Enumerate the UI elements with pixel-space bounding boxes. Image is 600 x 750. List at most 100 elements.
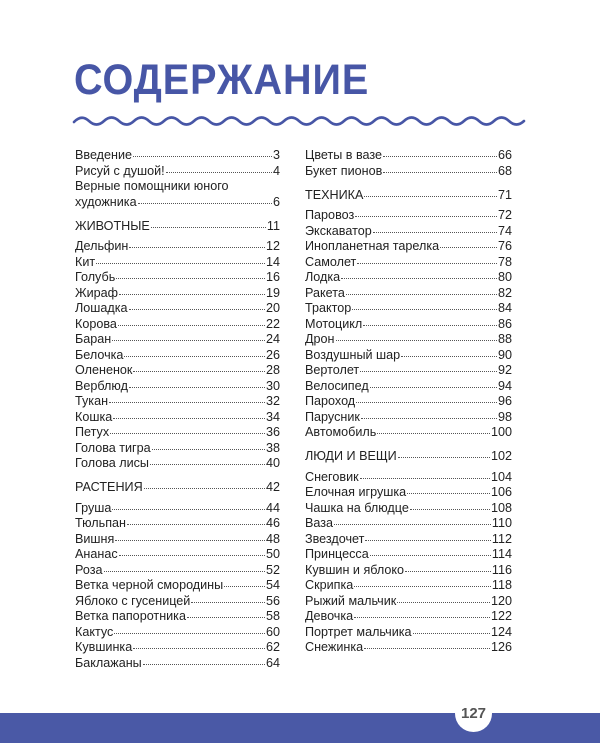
toc-entry-page: 12 — [265, 239, 280, 253]
toc-entry[interactable]: Дрон 88 — [305, 332, 512, 348]
toc-entry[interactable]: Автомобиль 100 — [305, 425, 512, 441]
toc-entry-page: 4 — [272, 163, 280, 178]
toc-entry[interactable]: Пароход 96 — [305, 394, 512, 410]
dot-leader — [114, 632, 265, 634]
toc-entry-title: Кошка — [75, 409, 113, 424]
dot-leader — [377, 433, 490, 434]
dot-leader — [165, 171, 272, 173]
toc-entry-page: 88 — [497, 332, 512, 346]
toc-entry-page: 52 — [265, 562, 280, 577]
toc-entry[interactable]: Кит 14 — [75, 255, 280, 271]
toc-entry[interactable]: Принцесса 114 — [305, 547, 512, 563]
toc-entry[interactable]: Кактус 60 — [75, 625, 280, 641]
toc-entry[interactable]: Цветы в вазе 66 — [305, 148, 512, 164]
toc-entry[interactable]: Ветка папоротника 58 — [75, 609, 280, 625]
toc-entry[interactable]: Ракета 82 — [305, 286, 512, 302]
toc-entry[interactable]: Дельфин 12 — [75, 239, 280, 255]
toc-entry[interactable]: Снеговик 104 — [305, 470, 512, 486]
toc-entry-page: 104 — [490, 469, 512, 484]
toc-entry[interactable]: Кошка 34 — [75, 410, 280, 426]
toc-entry-title: Инопланетная тарелка — [305, 239, 440, 253]
toc-entry-title: РАСТЕНИЯ — [75, 480, 143, 494]
dot-leader — [143, 488, 265, 489]
toc-entry[interactable]: Корова 22 — [75, 317, 280, 333]
toc-entry-title: Парусник — [305, 409, 360, 424]
toc-entry-page: 28 — [265, 363, 280, 377]
toc-entry[interactable]: Мотоцикл 86 — [305, 317, 512, 333]
toc-entry[interactable]: Велосипед 94 — [305, 379, 512, 395]
toc-entry[interactable]: Звездочет 112 — [305, 532, 512, 548]
toc-entry[interactable]: Ваза 110 — [305, 516, 512, 532]
toc-entry[interactable]: Введение 3 — [75, 148, 280, 164]
toc-entry[interactable]: Букет пионов 68 — [305, 164, 512, 180]
toc-entry-page: 24 — [265, 332, 280, 346]
toc-entry-title-line: Верные помощники юного — [75, 179, 229, 193]
toc-entry-page: 116 — [491, 562, 512, 577]
toc-entry-title: Чашка на блюдце — [305, 500, 409, 515]
toc-entry-title: Вишня — [75, 531, 115, 546]
toc-entry[interactable]: Груша 44 — [75, 501, 280, 517]
toc-entry[interactable]: Паровоз 72 — [305, 208, 512, 224]
toc-entry-title: Девочка — [305, 609, 354, 623]
toc-entry[interactable]: Жираф 19 — [75, 286, 280, 302]
toc-entry-title: Тюльпан — [75, 516, 126, 530]
toc-entry[interactable]: Голубь 16 — [75, 270, 280, 286]
toc-entry[interactable]: Рыжий мальчик 120 — [305, 594, 512, 610]
page-number: 127 — [455, 695, 492, 732]
toc-entry[interactable]: Воздушный шар 90 — [305, 348, 512, 364]
dot-leader — [364, 195, 497, 197]
toc-entry[interactable]: Тукан 32 — [75, 394, 280, 410]
toc-entry[interactable]: Девочка 122 — [305, 609, 512, 625]
toc-entry[interactable]: Кувшинка 62 — [75, 640, 280, 656]
dot-leader — [335, 340, 497, 341]
toc-entry[interactable]: Чашка на блюдце 108 — [305, 501, 512, 517]
toc-section-entry[interactable]: РАСТЕНИЯ 42 — [75, 480, 280, 496]
toc-entry[interactable]: Ветка черной смородины 54 — [75, 578, 280, 594]
toc-entry[interactable]: Лодка 80 — [305, 270, 512, 286]
toc-entry[interactable]: Роза 52 — [75, 563, 280, 579]
toc-entry[interactable]: Ананас 50 — [75, 547, 280, 563]
toc-entry[interactable]: Олененок 28 — [75, 363, 280, 379]
toc-entry-title: Тукан — [75, 394, 109, 408]
toc-entry[interactable]: Экскаватор 74 — [305, 224, 512, 240]
toc-entry-title: Дельфин — [75, 239, 129, 253]
page-title: СОДЕРЖАНИЕ — [74, 56, 370, 104]
toc-entry[interactable]: Самолет 78 — [305, 255, 512, 271]
toc-entry[interactable]: Парусник 98 — [305, 410, 512, 426]
toc-entry[interactable]: Скрипка 118 — [305, 578, 512, 594]
toc-entry[interactable]: Белочка 26 — [75, 348, 280, 364]
toc-entry[interactable]: Кувшин и яблоко 116 — [305, 563, 512, 579]
toc-entry[interactable]: Верные помощники юного художника 6 — [75, 179, 280, 210]
toc-entry[interactable]: Баран 24 — [75, 332, 280, 348]
toc-entry[interactable]: Тюльпан 46 — [75, 516, 280, 532]
dot-leader — [117, 324, 265, 326]
toc-entry-page: 98 — [497, 409, 512, 424]
toc-entry[interactable]: Рисуй с душой! 4 — [75, 164, 280, 180]
toc-section-entry[interactable]: ЛЮДИ И ВЕЩИ 102 — [305, 449, 512, 465]
toc-entry-page: 94 — [497, 378, 512, 393]
toc-entry-page: 108 — [490, 500, 512, 515]
toc-entry-page: 40 — [265, 456, 280, 470]
toc-entry[interactable]: Вертолет 92 — [305, 363, 512, 379]
toc-entry[interactable]: Баклажаны 64 — [75, 656, 280, 672]
toc-entry[interactable]: Голова тигра 38 — [75, 441, 280, 457]
toc-entry[interactable]: Лошадка 20 — [75, 301, 280, 317]
toc-entry[interactable]: Голова лисы 40 — [75, 456, 280, 472]
toc-entry[interactable]: Верблюд 30 — [75, 379, 280, 395]
toc-section-entry[interactable]: ЖИВОТНЫЕ 11 — [75, 219, 280, 235]
toc-entry-page: 16 — [265, 270, 280, 284]
toc-entry[interactable]: Петух 36 — [75, 425, 280, 441]
dot-leader — [364, 648, 490, 649]
toc-entry-title: Голова тигра — [75, 440, 151, 455]
toc-entry[interactable]: Инопланетная тарелка 76 — [305, 239, 512, 255]
dot-leader — [409, 508, 490, 510]
toc-section-entry[interactable]: ТЕХНИКА 71 — [305, 188, 512, 204]
toc-entry-title: Звездочет — [305, 531, 365, 546]
toc-entry[interactable]: Яблоко с гусеницей 56 — [75, 594, 280, 610]
toc-entry[interactable]: Снежинка 126 — [305, 640, 512, 656]
toc-entry[interactable]: Вишня 48 — [75, 532, 280, 548]
toc-entry[interactable]: Елочная игрушка 106 — [305, 485, 512, 501]
dot-leader — [191, 601, 265, 603]
toc-entry[interactable]: Трактор 84 — [305, 301, 512, 317]
toc-entry[interactable]: Портрет мальчика 124 — [305, 625, 512, 641]
